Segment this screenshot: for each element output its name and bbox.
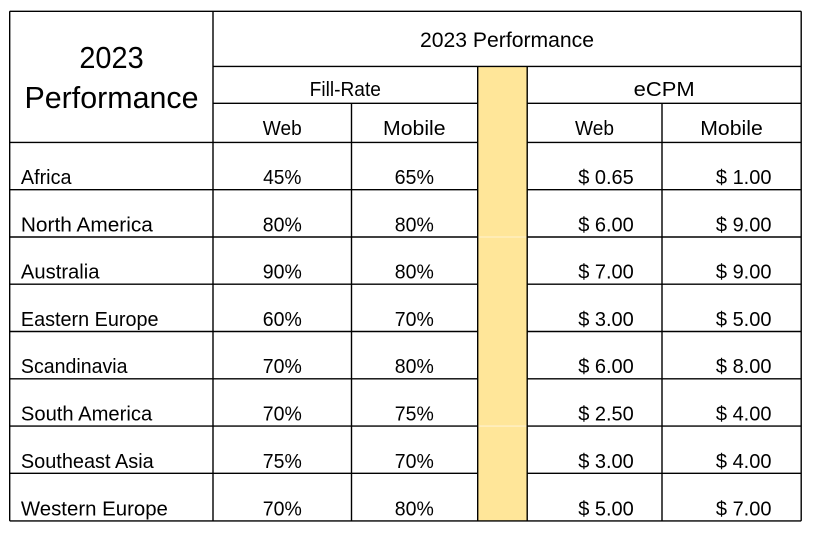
svg-text:70%: 70% — [263, 355, 302, 378]
svg-text:75%: 75% — [395, 403, 434, 426]
svg-text:70%: 70% — [263, 403, 302, 426]
svg-text:60%: 60% — [263, 308, 302, 331]
svg-text:70%: 70% — [395, 450, 434, 473]
svg-text:80%: 80% — [395, 261, 434, 284]
svg-text:80%: 80% — [263, 213, 302, 236]
svg-text:75%: 75% — [263, 450, 302, 473]
svg-text:Australia: Australia — [21, 261, 100, 284]
svg-text:$ 5.00: $ 5.00 — [716, 308, 772, 331]
svg-text:South America: South America — [21, 403, 153, 426]
svg-text:Eastern Europe: Eastern Europe — [21, 308, 159, 331]
svg-text:70%: 70% — [395, 308, 434, 331]
svg-text:$ 0.65: $ 0.65 — [578, 166, 634, 189]
svg-text:Web: Web — [575, 117, 614, 140]
svg-text:$ 6.00: $ 6.00 — [578, 355, 634, 378]
svg-text:65%: 65% — [395, 166, 434, 189]
svg-text:$ 7.00: $ 7.00 — [578, 261, 634, 284]
svg-text:80%: 80% — [395, 213, 434, 236]
svg-text:2023 Performance: 2023 Performance — [420, 28, 594, 52]
svg-text:$ 9.00: $ 9.00 — [716, 261, 772, 284]
svg-text:Scandinavia: Scandinavia — [21, 355, 128, 378]
svg-text:$ 4.00: $ 4.00 — [716, 450, 772, 473]
svg-text:$ 9.00: $ 9.00 — [716, 213, 772, 236]
svg-text:$ 6.00: $ 6.00 — [578, 213, 634, 236]
svg-text:$ 3.00: $ 3.00 — [578, 450, 634, 473]
svg-text:Mobile: Mobile — [383, 117, 446, 140]
svg-text:Mobile: Mobile — [700, 117, 763, 140]
svg-text:Africa: Africa — [21, 166, 72, 189]
svg-text:$ 8.00: $ 8.00 — [716, 355, 772, 378]
svg-text:eCPM: eCPM — [634, 78, 695, 101]
svg-text:$ 5.00: $ 5.00 — [578, 497, 634, 520]
svg-text:Southeast Asia: Southeast Asia — [21, 450, 154, 473]
svg-text:Western Europe: Western Europe — [21, 497, 168, 520]
svg-text:$ 3.00: $ 3.00 — [578, 308, 634, 331]
svg-text:$ 4.00: $ 4.00 — [716, 403, 772, 426]
svg-text:90%: 90% — [263, 261, 302, 284]
svg-text:$ 1.00: $ 1.00 — [716, 166, 772, 189]
svg-text:45%: 45% — [263, 166, 301, 189]
svg-text:North America: North America — [21, 213, 154, 236]
svg-text:$ 2.50: $ 2.50 — [578, 403, 634, 426]
svg-text:2023: 2023 — [79, 41, 143, 75]
svg-text:70%: 70% — [263, 497, 302, 520]
svg-text:80%: 80% — [395, 355, 434, 378]
svg-text:Web: Web — [263, 117, 302, 140]
svg-text:80%: 80% — [395, 497, 434, 520]
svg-text:Performance: Performance — [25, 81, 199, 115]
svg-text:$ 7.00: $ 7.00 — [716, 497, 772, 520]
svg-text:Fill-Rate: Fill-Rate — [310, 78, 381, 101]
